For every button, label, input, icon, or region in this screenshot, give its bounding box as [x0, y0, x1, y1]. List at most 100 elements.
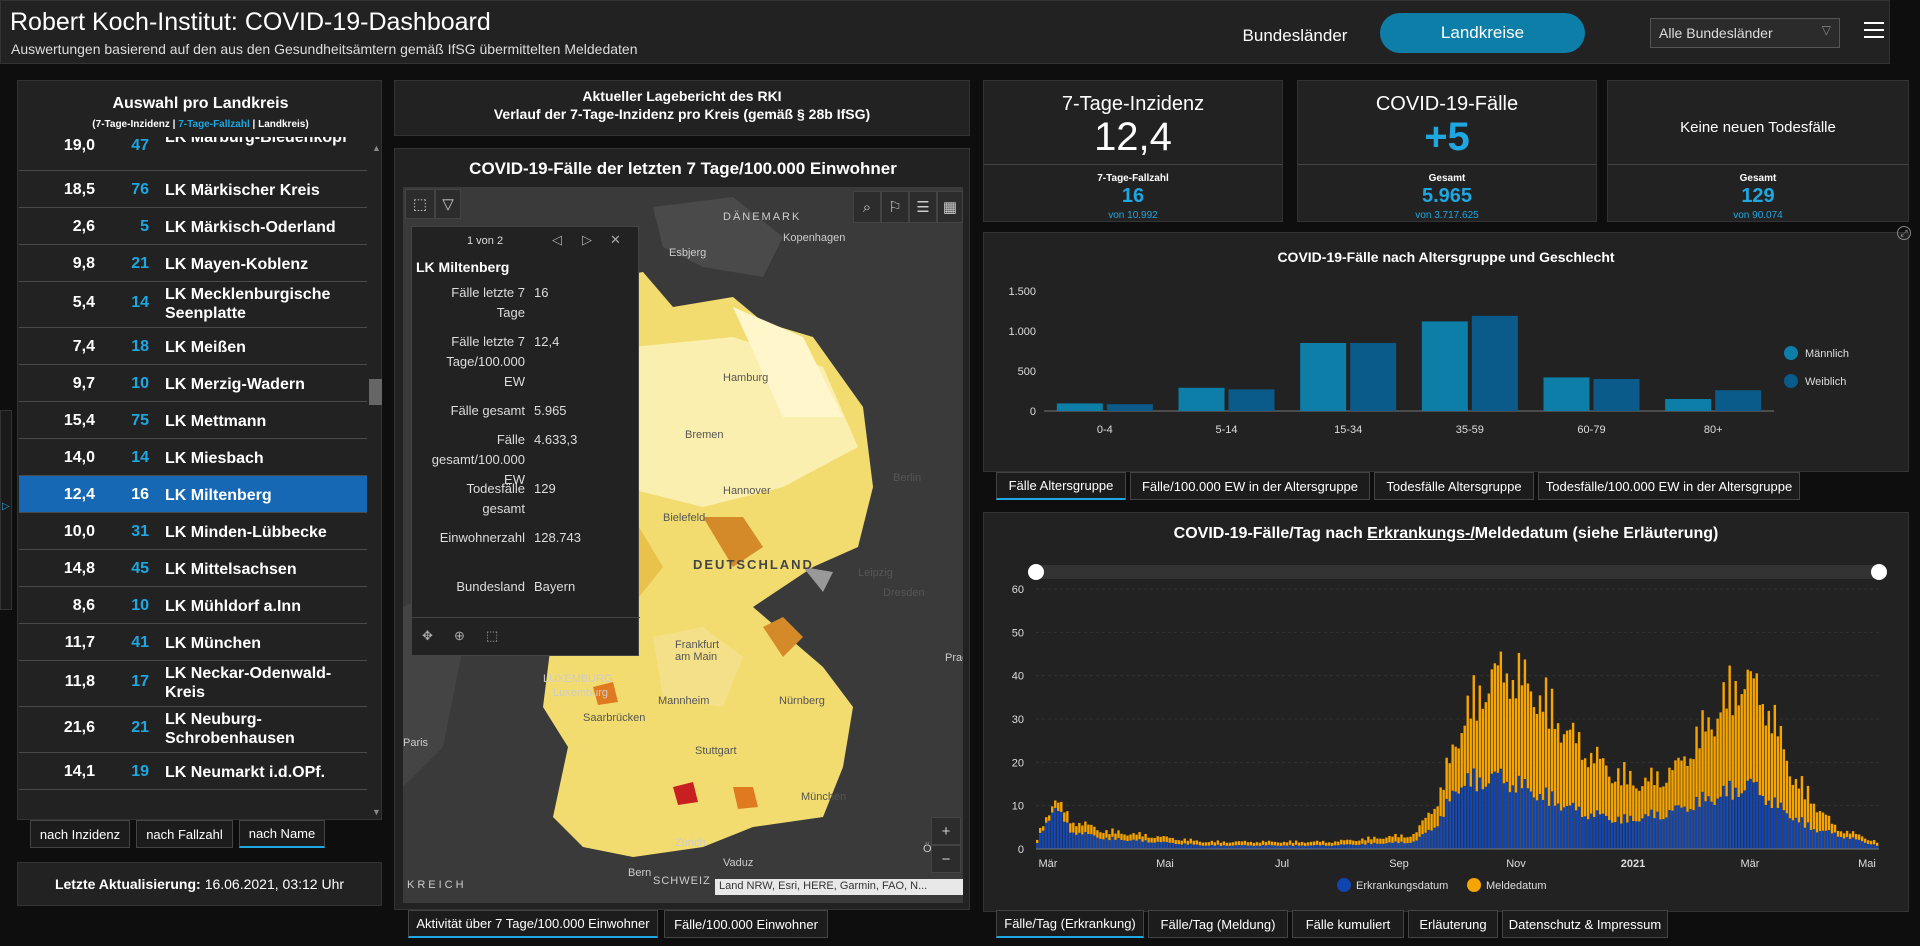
landkreis-row[interactable]: 9,8 21 LK Mayen-Koblenz [19, 245, 367, 282]
daily-bar-erkrankung [1614, 822, 1617, 849]
bar-weiblich-80+ [1715, 390, 1762, 411]
map-canvas[interactable]: DÄNEMARK Kopenhagen Esbjerg Hamburg Brem… [403, 187, 963, 903]
landkreis-row[interactable]: 7,4 18 LK Meißen [19, 328, 367, 365]
lagebericht-link[interactable]: Aktueller Lagebericht des RKI Verlauf de… [394, 80, 970, 136]
bar-männlich-5-14 [1178, 387, 1225, 411]
landkreis-row[interactable]: 8,6 10 LK Mühldorf a.Inn [19, 587, 367, 624]
hamburger-menu-icon[interactable] [1864, 22, 1884, 40]
tab-todesfaelle-altersgruppe[interactable]: Todesfälle Altersgruppe [1374, 472, 1534, 500]
daily-bar-erkrankung [1036, 842, 1039, 849]
daily-bar-erkrankung [1337, 845, 1340, 849]
tab-faelle-pro-100000[interactable]: Fälle/100.000 Einwohner [664, 910, 828, 938]
daily-bar-meldung [1773, 704, 1777, 849]
bundeslaender-button[interactable]: Bundesländer [1242, 26, 1348, 45]
landkreis-fallzahl: 18 [131, 338, 149, 355]
daily-bar-erkrankung [1803, 827, 1807, 849]
daily-bar-erkrankung [1851, 837, 1855, 849]
bar-weiblich-15-34 [1350, 343, 1397, 411]
daily-bar-erkrankung [1680, 807, 1683, 849]
daily-bar-erkrankung [1132, 839, 1135, 849]
map-attribution[interactable]: Land NRW, Esri, HERE, Garmin, FAO, N... [715, 879, 963, 895]
side-panel-toggle[interactable]: ▷ [0, 410, 12, 610]
chevron-down-icon[interactable]: ▽ [435, 189, 461, 219]
search-icon[interactable]: ⌕ [853, 191, 881, 223]
landkreis-row[interactable]: 11,8 17 LK Neckar-Odenwald-Kreis [19, 661, 367, 707]
landkreis-row[interactable]: 11,7 41 LK München [19, 624, 367, 661]
landkreis-row[interactable]: 5,4 14 LK Mecklenburgische Seenplatte [19, 282, 367, 328]
daily-bar-erkrankung [1574, 810, 1578, 849]
daily-bar-meldung [1532, 707, 1536, 849]
bar-männlich-0-4 [1056, 403, 1103, 411]
list-scrollbar[interactable] [368, 137, 382, 809]
basemap-gallery-icon[interactable]: ▦ [937, 191, 963, 223]
landkreis-row[interactable]: 10,0 31 LK Minden-Lübbecke [19, 513, 367, 550]
landkreis-list[interactable]: 19,0 47 LK Marburg-Biedenkopf 18,5 76 LK Märk… [19, 137, 367, 809]
fullscreen-icon[interactable]: ⤢ [1897, 226, 1911, 240]
chevron-right-icon[interactable]: ▷ [582, 232, 592, 247]
tab-todesfaelle-100000-altersgruppe[interactable]: Todesfälle/100.000 EW in der Altersgrupp… [1538, 472, 1800, 500]
tab-faelle-altersgruppe[interactable]: Fälle Altersgruppe [996, 472, 1126, 500]
tab-faelle-100000-altersgruppe[interactable]: Fälle/100.000 EW in der Altersgruppe [1130, 472, 1370, 500]
scroll-thumb[interactable] [369, 379, 382, 405]
popup-field-value: 12,4 [534, 334, 560, 349]
daily-bar-erkrankung [1300, 845, 1304, 849]
zoom-in-button[interactable]: + [931, 817, 961, 845]
app-subtitle: Auswertungen basierend auf den aus den G… [11, 41, 638, 57]
bookmark-icon[interactable]: ⚐ [881, 191, 909, 223]
zoom-to-icon[interactable]: ⊕ [454, 628, 465, 643]
scroll-down-icon[interactable]: ▼ [372, 807, 381, 817]
close-icon[interactable]: ✕ [610, 232, 621, 247]
tab-faelle-kumuliert[interactable]: Fälle kumuliert [1292, 910, 1404, 938]
landkreis-row[interactable]: 15,4 75 LK Mettmann [19, 402, 367, 439]
daily-bar-erkrankung [1063, 821, 1066, 849]
daily-bar-meldung [1547, 728, 1551, 849]
daily-bar-erkrankung [1066, 822, 1069, 849]
landkreis-row[interactable]: 18,5 76 LK Märkischer Kreis [19, 171, 367, 208]
sort-by-fallzahl-button[interactable]: nach Fallzahl [136, 820, 233, 848]
daily-bar-meldung [1743, 689, 1746, 849]
daily-bar-meldung [1815, 812, 1819, 849]
y-tick-label: 40 [1012, 671, 1024, 683]
daily-bar-meldung [1559, 742, 1563, 849]
landkreis-row[interactable]: 12,4 16 LK Miltenberg [19, 476, 367, 513]
daily-bar-erkrankung [1406, 843, 1409, 849]
tab-aktivitaet[interactable]: Aktivität über 7 Tage/100.000 Einwohner [408, 910, 658, 938]
tab-faelle-tag-erkrankung[interactable]: Fälle/Tag (Erkrankung) [996, 910, 1144, 938]
landkreis-row[interactable]: 14,8 45 LK Mittelsachsen [19, 550, 367, 587]
daily-bar-erkrankung [1285, 845, 1289, 849]
sort-by-inzidenz-button[interactable]: nach Inzidenz [30, 820, 130, 848]
landkreis-fallzahl: 10 [131, 375, 149, 392]
daily-bar-erkrankung [1093, 835, 1096, 849]
sort-by-name-button[interactable]: nach Name [239, 820, 325, 848]
daily-bar-erkrankung [1559, 810, 1563, 849]
daily-bar-meldung [1538, 695, 1542, 849]
select-tool-icon[interactable]: ⬚ [405, 189, 435, 219]
landkreis-row[interactable]: 2,6 5 LK Märkisch-Oderland [19, 208, 367, 245]
tab-erlaeuterung[interactable]: Erläuterung [1408, 910, 1498, 938]
pan-icon[interactable]: ✥ [422, 628, 433, 643]
landkreise-button[interactable]: Landkreise [1380, 13, 1585, 53]
tab-datenschutz[interactable]: Datenschutz & Impressum [1502, 910, 1668, 938]
daily-bar-erkrankung [1806, 822, 1810, 849]
daily-bar-erkrankung [1538, 793, 1542, 849]
landkreis-row[interactable]: 14,1 19 LK Neumarkt i.d.OPf. [19, 753, 367, 790]
chevron-left-icon[interactable]: ◁ [552, 232, 562, 247]
daily-bar-erkrankung [1782, 810, 1786, 849]
landkreis-row[interactable]: 14,0 14 LK Miesbach [19, 439, 367, 476]
daily-bar-erkrankung [1460, 787, 1463, 849]
daily-bar-erkrankung [1099, 838, 1102, 849]
x-tick-label: Jul [1275, 858, 1289, 870]
daily-bar-erkrankung [1427, 829, 1430, 849]
daily-bar-erkrankung [1875, 845, 1879, 849]
scroll-up-icon[interactable]: ▲ [372, 143, 381, 153]
select-feature-icon[interactable]: ⬚ [486, 628, 499, 643]
kpi-todesfaelle: Keine neuen Todesfälle Gesamt 129 von 90… [1607, 80, 1909, 222]
tab-faelle-tag-meldung[interactable]: Fälle/Tag (Meldung) [1148, 910, 1288, 938]
legend-list-icon[interactable]: ☰ [909, 191, 937, 223]
landkreis-row[interactable]: 21,6 21 LK Neuburg-Schrobenhausen [19, 707, 367, 753]
daily-bar-erkrankung [1303, 845, 1307, 849]
bundesland-select[interactable]: Alle Bundesländer ▽ [1650, 18, 1840, 48]
landkreis-row[interactable]: 19,0 47 LK Marburg-Biedenkopf [19, 137, 367, 171]
landkreis-row[interactable]: 9,7 10 LK Merzig-Wadern [19, 365, 367, 402]
zoom-out-button[interactable]: − [931, 845, 961, 873]
